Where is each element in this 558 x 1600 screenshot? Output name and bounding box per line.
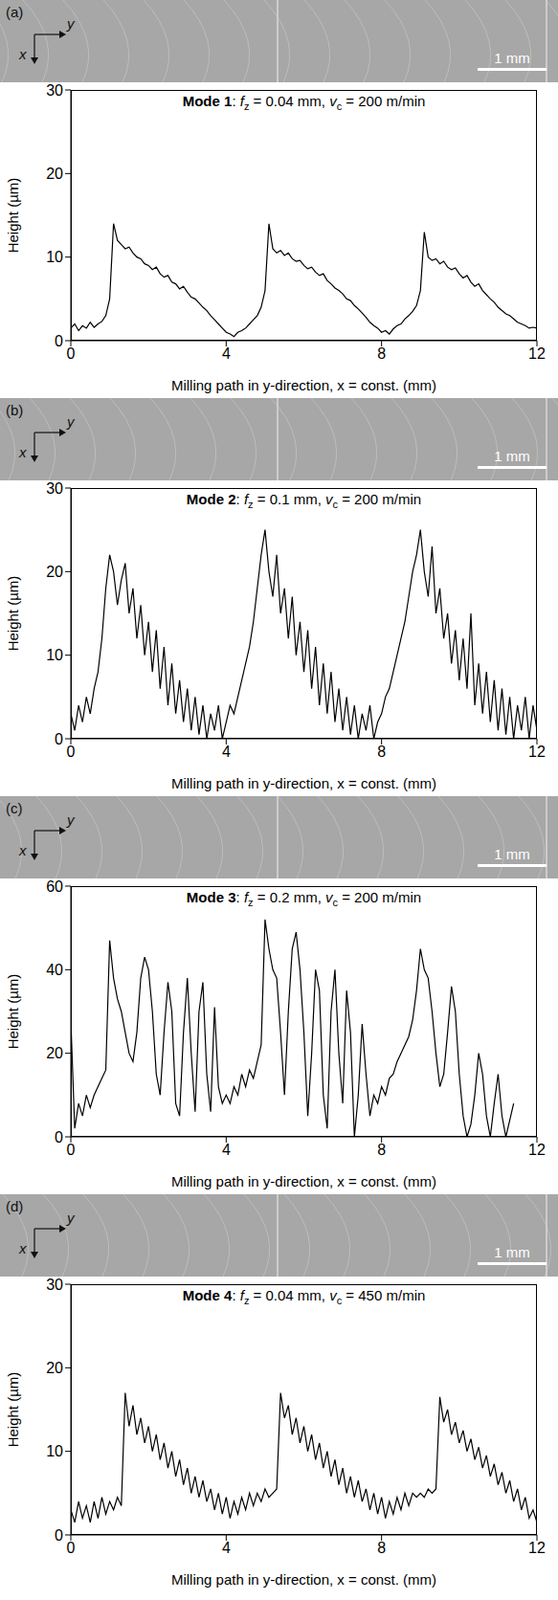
svg-text:(a): (a) [5,3,23,21]
svg-text:30: 30 [45,82,64,99]
svg-text:x: x [18,444,27,461]
svg-text:12: 12 [528,743,546,760]
svg-text:12: 12 [528,1540,546,1557]
svg-text:0: 0 [54,1129,64,1146]
svg-text:10: 10 [45,647,64,664]
svg-text:30: 30 [45,1276,64,1294]
svg-text:(c): (c) [5,800,23,817]
svg-text:Milling path in y-direction, x: Milling path in y-direction, x = const. … [171,1571,437,1588]
svg-text:1 mm: 1 mm [493,1244,531,1261]
svg-text:10: 10 [45,1443,64,1460]
svg-text:Milling path in y-direction, x: Milling path in y-direction, x = const. … [171,1173,437,1190]
svg-text:Height (µm): Height (µm) [4,974,22,1050]
svg-text:y: y [66,413,76,430]
svg-text:0: 0 [66,1540,76,1557]
svg-text:20: 20 [45,563,64,581]
svg-text:4: 4 [222,1141,231,1159]
svg-text:0: 0 [66,345,76,362]
svg-text:y: y [66,15,76,32]
svg-text:1 mm: 1 mm [493,447,531,465]
svg-text:40: 40 [45,961,64,979]
svg-text:0: 0 [54,333,64,350]
svg-text:4: 4 [222,743,231,760]
svg-text:Height (µm): Height (µm) [4,1372,22,1449]
svg-text:12: 12 [528,345,546,362]
svg-text:8: 8 [377,743,386,760]
svg-text:4: 4 [222,345,231,362]
svg-text:60: 60 [45,878,64,895]
svg-text:20: 20 [45,1045,64,1062]
svg-text:y: y [66,811,76,828]
svg-text:x: x [18,45,27,63]
svg-text:1 mm: 1 mm [493,846,531,863]
svg-text:x: x [18,842,27,859]
svg-text:x: x [18,1240,27,1257]
svg-text:30: 30 [45,480,64,497]
svg-text:20: 20 [45,1360,64,1377]
svg-text:Milling path in y-direction, x: Milling path in y-direction, x = const. … [171,775,437,792]
html-text:Mode 1: fz= 0.04 mm, vc= 200 m: Mode 1: fz= 0.04 mm, vc= 200 m/min [182,92,426,112]
svg-text:10: 10 [45,248,64,266]
svg-text:4: 4 [222,1540,231,1557]
html-text:Mode 3: fz= 0.2 mm, vc= 200 m/: Mode 3: fz= 0.2 mm, vc= 200 m/min [186,889,422,909]
svg-text:(d): (d) [5,1198,23,1215]
svg-text:0: 0 [66,743,76,760]
svg-text:8: 8 [377,1540,386,1557]
svg-text:20: 20 [45,165,64,182]
svg-text:y: y [66,1209,76,1227]
svg-text:Height (µm): Height (µm) [4,576,22,652]
svg-text:0: 0 [66,1141,76,1159]
html-text:Mode 2: fz= 0.1 mm, vc= 200 m/: Mode 2: fz= 0.1 mm, vc= 200 m/min [186,491,422,511]
html-text:Mode 4: fz= 0.04 mm, vc= 450 m: Mode 4: fz= 0.04 mm, vc= 450 m/min [182,1287,426,1307]
svg-text:(b): (b) [5,401,23,419]
svg-text:Height (µm): Height (µm) [4,178,22,254]
svg-text:0: 0 [54,731,64,748]
svg-text:8: 8 [377,1141,386,1159]
svg-text:8: 8 [377,345,386,362]
svg-text:0: 0 [54,1527,64,1544]
svg-text:Milling path in y-direction, x: Milling path in y-direction, x = const. … [171,377,437,394]
svg-text:12: 12 [528,1141,546,1159]
svg-text:1 mm: 1 mm [493,49,531,67]
